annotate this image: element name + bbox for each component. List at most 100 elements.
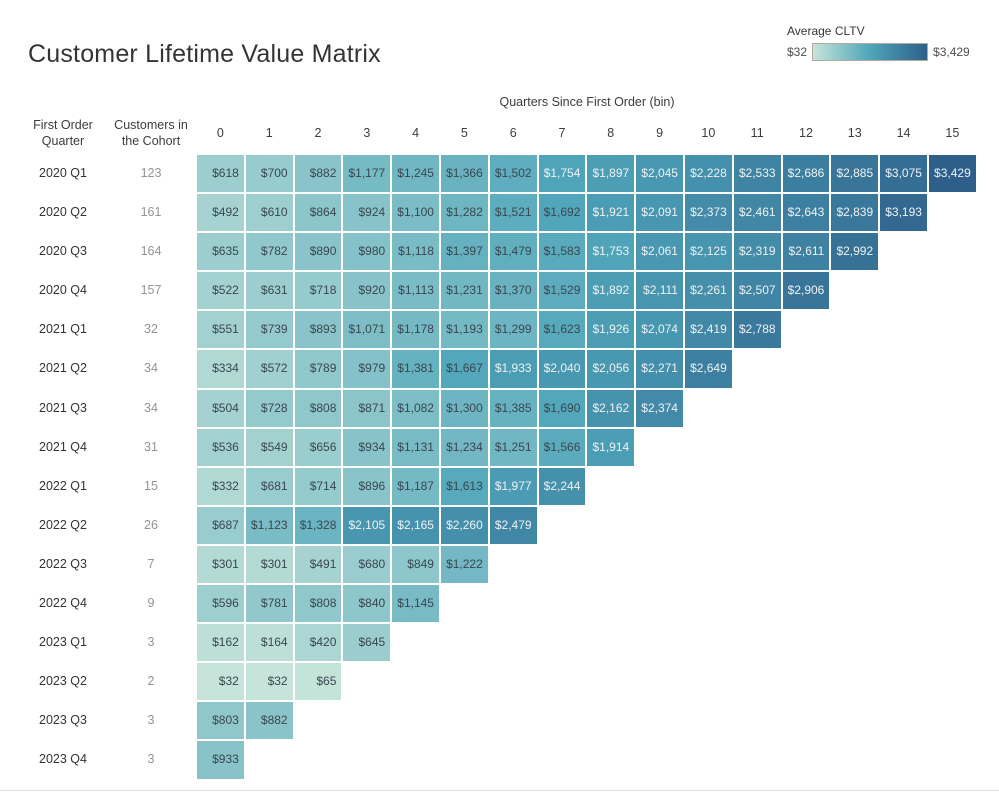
cltv-cell[interactable]: $2,507 bbox=[732, 271, 782, 311]
cltv-cell[interactable]: $332 bbox=[196, 466, 245, 506]
cltv-cell[interactable]: $849 bbox=[391, 544, 440, 585]
cltv-cell[interactable]: $700 bbox=[244, 154, 294, 194]
cltv-cell[interactable]: $2,479 bbox=[488, 505, 538, 545]
cltv-cell[interactable]: $718 bbox=[293, 271, 343, 311]
cltv-cell[interactable]: $882 bbox=[244, 701, 294, 741]
cltv-cell[interactable]: $2,686 bbox=[781, 154, 831, 194]
cltv-cell[interactable]: $1,692 bbox=[537, 193, 587, 233]
column-number[interactable]: 1 bbox=[265, 126, 273, 140]
cltv-cell[interactable]: $645 bbox=[342, 623, 392, 663]
cltv-cell[interactable]: $1,282 bbox=[439, 193, 489, 233]
cltv-cell[interactable]: $714 bbox=[293, 466, 343, 506]
cltv-cell[interactable]: $2,611 bbox=[781, 232, 831, 272]
cltv-cell[interactable]: $924 bbox=[342, 193, 392, 233]
cltv-cell[interactable]: $934 bbox=[342, 427, 392, 467]
cltv-cell[interactable]: $2,319 bbox=[732, 232, 782, 272]
cltv-cell[interactable]: $1,187 bbox=[391, 466, 440, 506]
cltv-cell[interactable]: $871 bbox=[342, 388, 392, 428]
column-number[interactable]: 6 bbox=[509, 126, 517, 140]
cltv-cell[interactable]: $1,299 bbox=[488, 310, 538, 350]
cltv-cell[interactable]: $1,397 bbox=[439, 232, 489, 272]
quarter-label[interactable]: 2021 Q4 bbox=[39, 439, 87, 454]
cltv-cell[interactable]: $1,193 bbox=[439, 310, 489, 350]
cltv-cell[interactable]: $301 bbox=[196, 544, 245, 585]
column-number[interactable]: 10 bbox=[701, 126, 716, 140]
cltv-cell[interactable]: $1,100 bbox=[391, 193, 440, 233]
cltv-cell[interactable]: $635 bbox=[196, 232, 245, 272]
cltv-cell[interactable]: $2,643 bbox=[781, 193, 831, 233]
cltv-cell[interactable]: $610 bbox=[244, 193, 294, 233]
cltv-cell[interactable]: $1,529 bbox=[537, 271, 587, 311]
cltv-cell[interactable]: $1,479 bbox=[488, 232, 538, 272]
column-number[interactable]: 4 bbox=[412, 126, 420, 140]
cltv-cell[interactable]: $1,926 bbox=[586, 310, 636, 350]
cltv-cell[interactable]: $2,105 bbox=[342, 505, 392, 545]
cltv-cell[interactable]: $1,897 bbox=[586, 154, 636, 194]
quarter-label[interactable]: 2023 Q2 bbox=[39, 674, 87, 689]
cltv-cell[interactable]: $2,056 bbox=[586, 349, 636, 389]
cltv-cell[interactable]: $781 bbox=[244, 584, 294, 624]
cltv-cell[interactable]: $334 bbox=[196, 349, 245, 389]
cltv-cell[interactable]: $3,075 bbox=[879, 154, 928, 194]
quarter-label[interactable]: 2022 Q2 bbox=[39, 517, 87, 532]
quarter-label[interactable]: 2020 Q2 bbox=[39, 205, 87, 220]
cltv-cell[interactable]: $1,131 bbox=[391, 427, 440, 467]
cltv-cell[interactable]: $572 bbox=[244, 349, 294, 389]
cltv-cell[interactable]: $656 bbox=[293, 427, 343, 467]
cltv-cell[interactable]: $549 bbox=[244, 427, 294, 467]
cltv-cell[interactable]: $2,111 bbox=[635, 271, 684, 311]
cltv-cell[interactable]: $551 bbox=[196, 310, 245, 350]
cltv-cell[interactable]: $2,271 bbox=[635, 349, 684, 389]
cltv-cell[interactable]: $1,113 bbox=[391, 271, 440, 311]
cltv-cell[interactable]: $1,222 bbox=[439, 544, 489, 585]
column-number[interactable]: 5 bbox=[460, 126, 468, 140]
cltv-cell[interactable]: $2,533 bbox=[732, 154, 782, 194]
cltv-cell[interactable]: $2,461 bbox=[732, 193, 782, 233]
cltv-cell[interactable]: $1,231 bbox=[439, 271, 489, 311]
column-number[interactable]: 2 bbox=[314, 126, 322, 140]
cltv-cell[interactable]: $687 bbox=[196, 505, 245, 545]
quarter-label[interactable]: 2023 Q4 bbox=[39, 752, 87, 767]
cltv-cell[interactable]: $65 bbox=[293, 662, 343, 702]
cltv-cell[interactable]: $2,074 bbox=[635, 310, 684, 350]
column-number[interactable]: 14 bbox=[896, 126, 911, 140]
cltv-cell[interactable]: $1,502 bbox=[488, 154, 538, 194]
cltv-cell[interactable]: $522 bbox=[196, 271, 245, 311]
cltv-cell[interactable]: $2,649 bbox=[683, 349, 733, 389]
quarter-label[interactable]: 2023 Q3 bbox=[39, 713, 87, 728]
cltv-cell[interactable]: $536 bbox=[196, 427, 245, 467]
cltv-cell[interactable]: $1,977 bbox=[488, 466, 538, 506]
cltv-cell[interactable]: $1,178 bbox=[391, 310, 440, 350]
cltv-cell[interactable]: $808 bbox=[293, 584, 343, 624]
cltv-cell[interactable]: $681 bbox=[244, 466, 294, 506]
cltv-cell[interactable]: $596 bbox=[196, 584, 245, 624]
cltv-cell[interactable]: $420 bbox=[293, 623, 343, 663]
quarter-label[interactable]: 2020 Q1 bbox=[39, 166, 87, 180]
cltv-cell[interactable]: $840 bbox=[342, 584, 392, 624]
quarter-label[interactable]: 2022 Q1 bbox=[39, 478, 87, 493]
cltv-cell[interactable]: $782 bbox=[244, 232, 294, 272]
cltv-cell[interactable]: $631 bbox=[244, 271, 294, 311]
column-number[interactable]: 11 bbox=[750, 126, 764, 140]
cltv-cell[interactable]: $2,045 bbox=[635, 154, 684, 194]
cltv-cell[interactable]: $32 bbox=[196, 662, 245, 702]
cltv-cell[interactable]: $301 bbox=[244, 544, 294, 585]
quarter-label[interactable]: 2021 Q2 bbox=[39, 361, 87, 376]
cltv-cell[interactable]: $1,566 bbox=[537, 427, 587, 467]
cltv-cell[interactable]: $1,366 bbox=[439, 154, 489, 194]
quarter-label[interactable]: 2020 Q4 bbox=[39, 283, 87, 298]
cltv-cell[interactable]: $1,623 bbox=[537, 310, 587, 350]
cltv-cell[interactable]: $1,082 bbox=[391, 388, 440, 428]
cltv-cell[interactable]: $1,177 bbox=[342, 154, 392, 194]
cltv-cell[interactable]: $1,892 bbox=[586, 271, 636, 311]
cltv-cell[interactable]: $2,091 bbox=[635, 193, 684, 233]
cltv-cell[interactable]: $1,145 bbox=[391, 584, 440, 624]
cltv-cell[interactable]: $2,165 bbox=[391, 505, 440, 545]
cltv-cell[interactable]: $1,245 bbox=[391, 154, 440, 194]
cltv-cell[interactable]: $1,251 bbox=[488, 427, 538, 467]
cltv-cell[interactable]: $3,429 bbox=[927, 154, 977, 194]
cltv-cell[interactable]: $893 bbox=[293, 310, 343, 350]
cltv-cell[interactable]: $2,839 bbox=[830, 193, 880, 233]
cltv-cell[interactable]: $618 bbox=[196, 154, 245, 194]
column-number[interactable]: 12 bbox=[799, 126, 813, 140]
